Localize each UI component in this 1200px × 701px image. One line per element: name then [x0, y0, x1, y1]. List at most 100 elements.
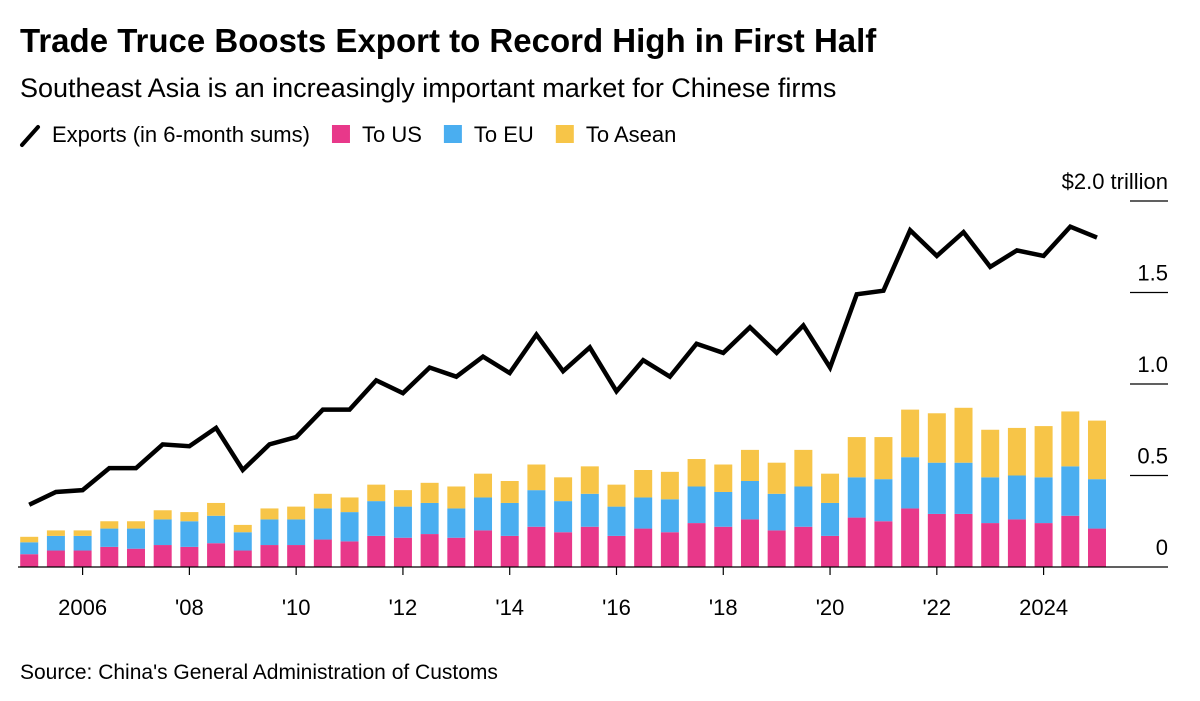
bar-segment — [714, 526, 733, 567]
bar-segment — [1007, 519, 1026, 567]
bar-segment — [634, 470, 653, 498]
x-tick-label: '22 — [922, 595, 951, 620]
bar-segment — [287, 545, 306, 567]
bar-segment — [126, 521, 145, 529]
bar-segment — [660, 499, 679, 533]
bar-segment — [1087, 420, 1106, 480]
x-tick-label: 2024 — [1019, 595, 1068, 620]
bar-segment — [1007, 475, 1026, 520]
bar-segment — [821, 502, 840, 536]
bar-segment — [126, 548, 145, 567]
bar-segment — [901, 409, 920, 458]
bar-segment — [554, 477, 573, 502]
bar-segment — [740, 449, 759, 481]
bar-segment — [981, 429, 1000, 478]
bar-segment — [393, 490, 412, 507]
bar-segment — [20, 536, 39, 543]
bar-segment — [500, 502, 519, 536]
bar-segment — [687, 459, 706, 487]
y-tick-label: 0.5 — [1137, 444, 1168, 469]
bar-segment — [1087, 528, 1106, 567]
bar-segment — [821, 535, 840, 567]
bar-segment — [687, 486, 706, 524]
y-tick-label: 1.5 — [1137, 261, 1168, 286]
bar-segment — [901, 457, 920, 509]
x-tick-label: '18 — [709, 595, 738, 620]
bar-segment — [100, 521, 119, 529]
bar-segment — [367, 501, 386, 536]
bar-segment — [794, 526, 813, 567]
bar-segment — [367, 535, 386, 567]
x-tick-label: '16 — [602, 595, 631, 620]
bar-segment — [420, 502, 439, 535]
bar-segment — [554, 501, 573, 533]
bar-segment — [634, 528, 653, 567]
bar-segment — [847, 477, 866, 518]
bar-segment — [767, 530, 786, 567]
bar-segment — [447, 537, 466, 567]
legend-line-icon — [20, 125, 40, 147]
bar-segment — [500, 480, 519, 503]
bar-segment — [287, 519, 306, 546]
bar-segment — [153, 545, 172, 567]
bar-segment — [73, 535, 92, 551]
bar-segment — [180, 512, 199, 522]
bar-segment — [1034, 426, 1053, 478]
chart-subtitle: Southeast Asia is an increasingly import… — [20, 73, 836, 103]
bar-segment — [901, 508, 920, 567]
legend-swatch — [443, 125, 462, 143]
bar-segment — [527, 464, 546, 491]
bar-segment — [767, 462, 786, 494]
bar-segment — [954, 407, 973, 463]
bar-segment — [207, 543, 226, 567]
x-tick-label: 2006 — [58, 595, 107, 620]
bar-segment — [740, 519, 759, 567]
bar-segment — [927, 413, 946, 463]
bar-segment — [287, 506, 306, 520]
bar-segment — [260, 519, 279, 546]
bar-segment — [46, 530, 65, 536]
bar-segment — [954, 513, 973, 567]
bar-segment — [580, 466, 599, 494]
bar-segment — [1034, 477, 1053, 524]
bar-segment — [20, 554, 39, 567]
bar-segment — [927, 513, 946, 567]
bar-segment — [73, 550, 92, 567]
bar-segment — [367, 484, 386, 502]
bar-segment — [340, 512, 359, 542]
bar-segment — [500, 535, 519, 567]
legend-swatch — [555, 125, 574, 143]
bar-segment — [474, 497, 493, 531]
bar-segment — [1061, 411, 1080, 467]
bar-segment — [527, 490, 546, 527]
bar-segment — [1007, 427, 1026, 476]
bar-segment — [233, 550, 252, 567]
bar-segment — [821, 473, 840, 503]
legend-label: To EU — [474, 122, 534, 147]
x-tick-label: '14 — [495, 595, 524, 620]
bar-segment — [20, 542, 39, 555]
bar-segment — [660, 471, 679, 500]
bar-segment — [260, 545, 279, 567]
legend: Exports (in 6-month sums) To US To EU To As… — [20, 122, 677, 147]
bar-segment — [660, 532, 679, 567]
bar-segment — [527, 526, 546, 567]
bar-segment — [153, 519, 172, 546]
bar-segment — [420, 482, 439, 503]
bar-segment — [580, 493, 599, 527]
bar-segment — [794, 486, 813, 527]
bar-segment — [847, 517, 866, 567]
bar-segment — [313, 493, 332, 509]
bar-segment — [73, 530, 92, 536]
bar-segment — [607, 506, 626, 536]
bar-segment — [740, 480, 759, 520]
source-note: Source: China's General Administration o… — [20, 661, 498, 684]
bar-segment — [927, 462, 946, 514]
bar-segment — [153, 510, 172, 520]
bar-segment — [340, 541, 359, 567]
bar-segment — [100, 528, 119, 547]
bar-segment — [126, 528, 145, 549]
legend-label: To Asean — [586, 122, 677, 147]
bar-segment — [954, 462, 973, 514]
x-tick-label: '20 — [816, 595, 845, 620]
